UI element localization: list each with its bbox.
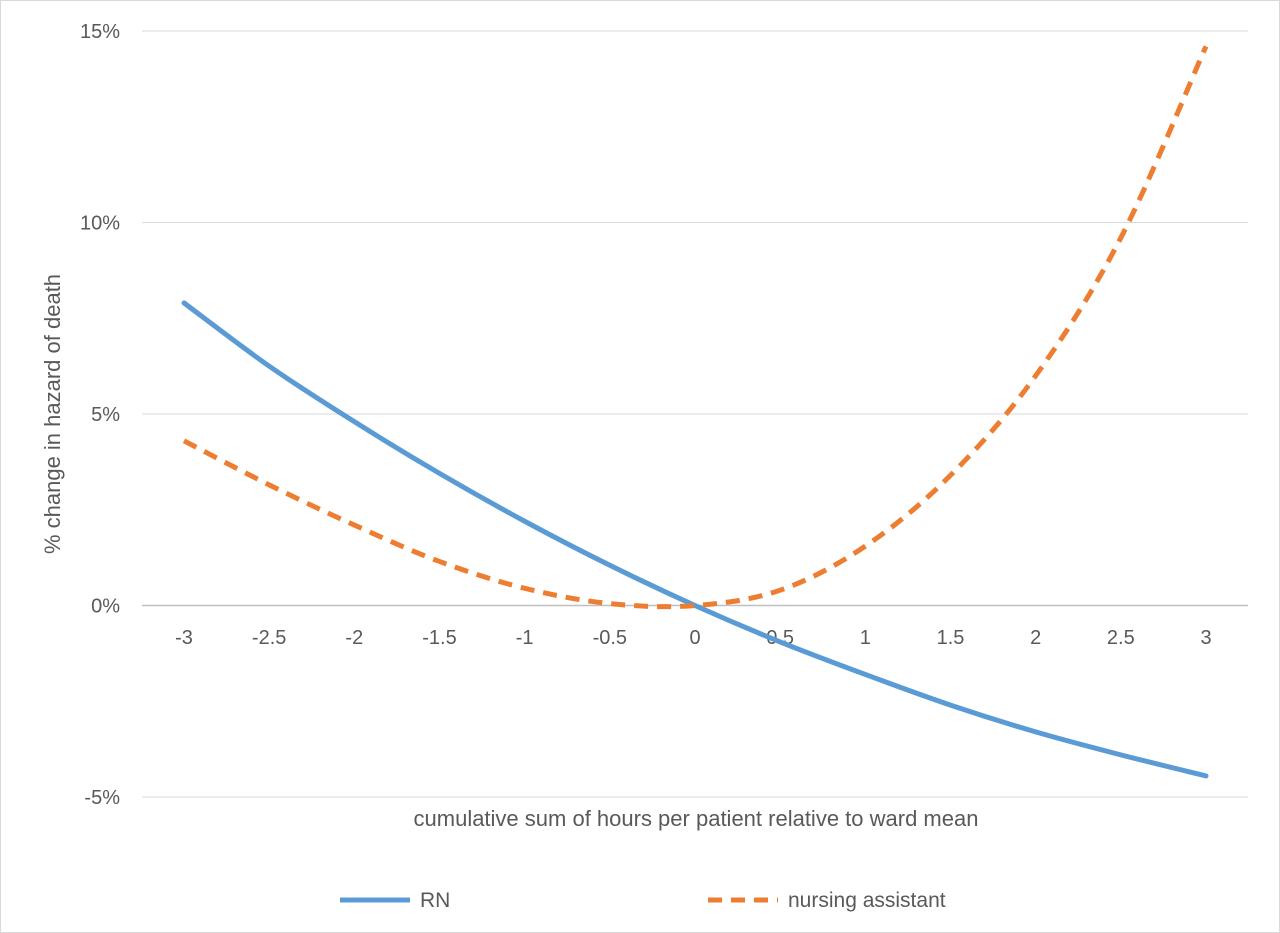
y-tick-label: 5% [91, 404, 120, 426]
x-tick-label: -0.5 [593, 627, 627, 649]
x-tick-label: 1 [860, 627, 871, 649]
x-tick-label: 1.5 [937, 627, 965, 649]
x-tick-label: 3 [1200, 627, 1211, 649]
series-line-rn [181, 300, 1209, 779]
y-tick-label: 0% [91, 596, 120, 618]
x-tick-label: 2.5 [1107, 627, 1135, 649]
x-axis-title: cumulative sum of hours per patient rela… [414, 806, 979, 831]
y-axis-ticks: -5% 0% 5% 10% 15% [80, 21, 120, 809]
x-axis-ticks: -3 -2.5 -2 -1.5 -1 -0.5 0 0.5 1 1.5 2 2.5 3 [175, 627, 1211, 649]
y-tick-label: 10% [80, 213, 120, 235]
y-tick-label: -5% [84, 787, 120, 809]
x-tick-label: 0 [689, 627, 700, 649]
series-lines [181, 45, 1209, 779]
legend-label: nursing assistant [788, 889, 946, 912]
legend: RN nursing assistant [340, 889, 946, 912]
x-tick-label: -1 [516, 627, 534, 649]
x-tick-label: 2 [1030, 627, 1041, 649]
legend-label: RN [420, 889, 450, 912]
y-tick-label: 15% [80, 21, 120, 43]
x-tick-label: -2 [345, 627, 363, 649]
x-tick-label: -2.5 [252, 627, 286, 649]
x-tick-label: -3 [175, 627, 193, 649]
y-axis-title: % change in hazard of death [40, 274, 65, 554]
series-line-nursing-assistant [182, 45, 1209, 610]
x-tick-label: -1.5 [422, 627, 456, 649]
gridlines [142, 30, 1248, 798]
